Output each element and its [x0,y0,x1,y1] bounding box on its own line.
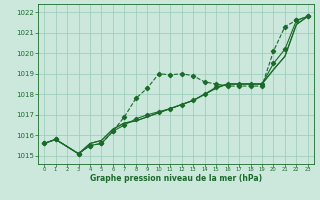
X-axis label: Graphe pression niveau de la mer (hPa): Graphe pression niveau de la mer (hPa) [90,174,262,183]
